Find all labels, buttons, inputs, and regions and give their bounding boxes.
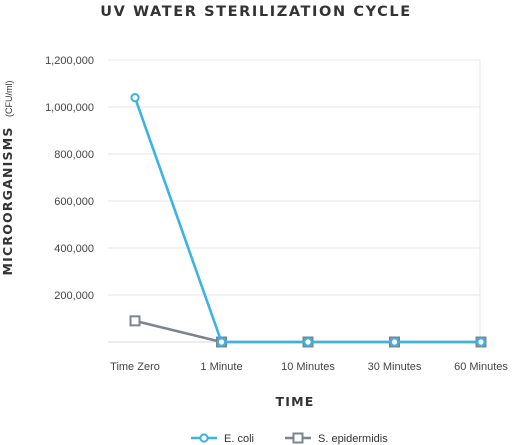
y-tick-label: 600,000: [54, 196, 94, 208]
y-axis-title-unit: (CFU/ml): [4, 80, 14, 117]
y-tick-label: 400,000: [54, 243, 94, 255]
data-point: [129, 315, 141, 327]
x-tick-label: 1 Minute: [200, 361, 242, 373]
series-lines: [129, 93, 487, 348]
legend-swatch-marker: [292, 432, 304, 444]
data-point: [389, 337, 400, 347]
legend-swatch-marker: [199, 433, 209, 443]
legend-label: E. coli: [224, 433, 254, 445]
y-tick-label: 1,200,000: [45, 55, 94, 67]
data-point: [130, 93, 140, 103]
x-axis-title: TIME: [276, 394, 315, 409]
x-tick-label: 10 Minutes: [281, 361, 335, 373]
legend-item: S. epidermidis: [285, 432, 388, 445]
grid: [108, 59, 481, 343]
chart-title: UV WATER STERILIZATION CYCLE: [100, 4, 412, 20]
series-line: [133, 97, 481, 344]
legend-label: S. epidermidis: [318, 433, 388, 445]
y-tick-label: 200,000: [54, 290, 94, 302]
x-tick-label: 30 Minutes: [368, 361, 422, 373]
x-tick-labels: Time Zero 1 Minute 10 Minutes 30 Minutes 60 …: [110, 361, 508, 373]
data-point: [476, 337, 486, 347]
x-tick-label: Time Zero: [110, 361, 160, 373]
data-point: [216, 337, 227, 347]
y-axis-title-group: MICROORGANISMS (CFU/ml): [0, 80, 16, 275]
y-tick-label: 800,000: [54, 149, 94, 161]
legend: E. coli S. epidermidis: [191, 432, 388, 445]
legend-item: E. coli: [191, 433, 254, 445]
y-tick-label: 1,000,000: [45, 102, 94, 114]
y-tick-labels: 200,000 400,000 600,000 800,000 1,000,000 1,2…: [45, 55, 94, 302]
y-axis-title-main: MICROORGANISMS: [0, 126, 15, 275]
data-point: [303, 337, 313, 347]
y-axis-title: MICROORGANISMS (CFU/ml): [0, 80, 16, 275]
x-tick-label: 60 Minutes: [454, 361, 508, 373]
